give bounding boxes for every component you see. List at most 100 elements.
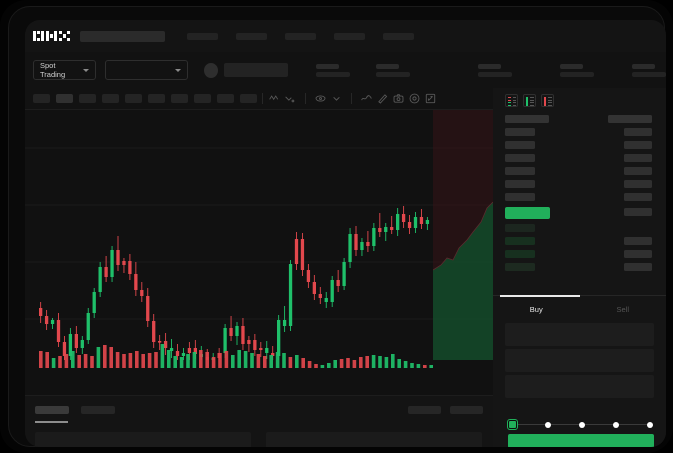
orderbook-asks-icon[interactable] bbox=[541, 94, 554, 107]
orders-tab-history[interactable] bbox=[81, 406, 115, 414]
ticker-bar: Spot Trading bbox=[25, 52, 666, 88]
orderbook-bid-amount bbox=[624, 237, 652, 245]
orderbook-ask-amount bbox=[624, 193, 652, 201]
logo-glyph-o bbox=[33, 30, 44, 42]
okx-logo-icon[interactable] bbox=[33, 30, 70, 42]
line-chart-icon[interactable] bbox=[360, 92, 373, 105]
timeframe-button-3[interactable] bbox=[79, 94, 96, 103]
ticker-stat-1 bbox=[315, 63, 350, 77]
toolbar-divider bbox=[262, 93, 263, 104]
toolbar-divider bbox=[351, 93, 352, 104]
orderbook-bid-price[interactable] bbox=[505, 237, 535, 245]
last-price bbox=[224, 63, 288, 77]
timeframe-button-4[interactable] bbox=[102, 94, 119, 103]
market-type-select[interactable]: Spot Trading bbox=[33, 60, 97, 80]
price-chart[interactable] bbox=[25, 110, 493, 395]
orderbook-ask-price[interactable] bbox=[505, 128, 535, 136]
stat-label bbox=[631, 63, 655, 69]
logo-glyph-x bbox=[59, 30, 70, 42]
market-type-label: Spot Trading bbox=[40, 61, 66, 79]
orders-active-tab-indicator bbox=[35, 421, 68, 423]
orderbook-ask-price[interactable] bbox=[505, 180, 535, 188]
step-dot-1[interactable] bbox=[508, 420, 517, 429]
orders-action-1[interactable] bbox=[408, 406, 441, 414]
tab-buy[interactable]: Buy bbox=[493, 296, 580, 323]
chevron-down-icon bbox=[83, 68, 90, 72]
depth-overlay bbox=[433, 110, 493, 360]
step-dot-5[interactable] bbox=[647, 421, 653, 428]
orderbook-ask-price[interactable] bbox=[505, 141, 535, 149]
pair-select[interactable] bbox=[105, 60, 188, 80]
orderbook-spread-row[interactable] bbox=[505, 207, 550, 219]
stat-value bbox=[315, 71, 350, 77]
orderbook-bid-price[interactable] bbox=[505, 224, 535, 232]
onboarding-footer bbox=[493, 410, 666, 447]
orderbook-ask-amount bbox=[624, 180, 652, 188]
timeframe-button-5[interactable] bbox=[125, 94, 142, 103]
table-row[interactable] bbox=[266, 432, 482, 447]
orderbook-bid-price[interactable] bbox=[505, 250, 535, 258]
ticker-stat-5 bbox=[631, 63, 666, 77]
timeframe-button-6[interactable] bbox=[148, 94, 165, 103]
timeframe-button-10[interactable] bbox=[240, 94, 257, 103]
app-header bbox=[25, 20, 666, 52]
chevron-down-icon[interactable] bbox=[330, 92, 343, 105]
volume-series bbox=[39, 344, 433, 368]
indicator-wave-icon[interactable] bbox=[268, 92, 281, 105]
table-row[interactable] bbox=[35, 432, 251, 447]
timeframe-group bbox=[33, 94, 257, 103]
stat-value bbox=[477, 71, 512, 77]
timeframe-button-8[interactable] bbox=[194, 94, 211, 103]
order-field-2[interactable] bbox=[505, 349, 654, 372]
logo-glyph-k bbox=[46, 30, 57, 42]
device-bezel: Spot Trading bbox=[8, 6, 666, 447]
orderbook-bids-icon[interactable] bbox=[523, 94, 536, 107]
step-dot-3[interactable] bbox=[579, 421, 585, 428]
settings-icon[interactable] bbox=[408, 92, 421, 105]
compare-icon[interactable] bbox=[314, 92, 327, 105]
orderbook-view-toggles bbox=[493, 88, 666, 107]
order-field-3[interactable] bbox=[505, 375, 654, 398]
trend-line-icon[interactable] bbox=[284, 92, 297, 105]
eraser-icon[interactable] bbox=[376, 92, 389, 105]
toolbar-divider bbox=[305, 93, 306, 104]
ticker-stat-3 bbox=[477, 63, 512, 77]
orderbook-bid-price[interactable] bbox=[505, 263, 535, 271]
tab-buy-label: Buy bbox=[529, 305, 543, 314]
fullscreen-icon[interactable] bbox=[424, 92, 437, 105]
orderbook-ask-price[interactable] bbox=[505, 154, 535, 162]
nav-item-2[interactable] bbox=[236, 32, 267, 40]
orderbook-both-icon[interactable] bbox=[505, 94, 518, 107]
orderbook-ask-amount bbox=[624, 167, 652, 175]
camera-icon[interactable] bbox=[392, 92, 405, 105]
orderbook-ask-price[interactable] bbox=[505, 167, 535, 175]
search-input[interactable] bbox=[80, 30, 165, 42]
tab-sell[interactable]: Sell bbox=[580, 296, 667, 323]
nav-item-3[interactable] bbox=[285, 32, 316, 40]
chart-tools bbox=[268, 92, 437, 105]
timeframe-button-2[interactable] bbox=[56, 94, 73, 103]
order-field-1[interactable] bbox=[505, 323, 654, 346]
timeframe-button-9[interactable] bbox=[217, 94, 234, 103]
orders-action-2[interactable] bbox=[450, 406, 483, 414]
step-dot-4[interactable] bbox=[613, 421, 619, 428]
stat-label bbox=[559, 63, 583, 69]
orderbook-ask-price[interactable] bbox=[505, 193, 535, 201]
nav-item-4[interactable] bbox=[334, 32, 365, 40]
app-screen: Spot Trading bbox=[25, 20, 666, 447]
stat-label bbox=[375, 63, 399, 69]
nav-item-1[interactable] bbox=[187, 32, 218, 40]
timeframe-button-7[interactable] bbox=[171, 94, 188, 103]
nav-item-5[interactable] bbox=[383, 32, 414, 40]
ticker-stat-4 bbox=[559, 63, 594, 77]
orders-tab-open[interactable] bbox=[35, 406, 69, 414]
trade-sidebar: Buy Sell bbox=[493, 88, 666, 447]
active-tab-indicator bbox=[500, 295, 580, 297]
orderbook[interactable] bbox=[493, 113, 666, 287]
primary-cta-button[interactable] bbox=[508, 434, 654, 447]
orders-panel bbox=[25, 395, 493, 447]
orderbook-spread-amount bbox=[624, 208, 652, 216]
timeframe-button-1[interactable] bbox=[33, 94, 50, 103]
step-dot-2[interactable] bbox=[545, 421, 551, 428]
